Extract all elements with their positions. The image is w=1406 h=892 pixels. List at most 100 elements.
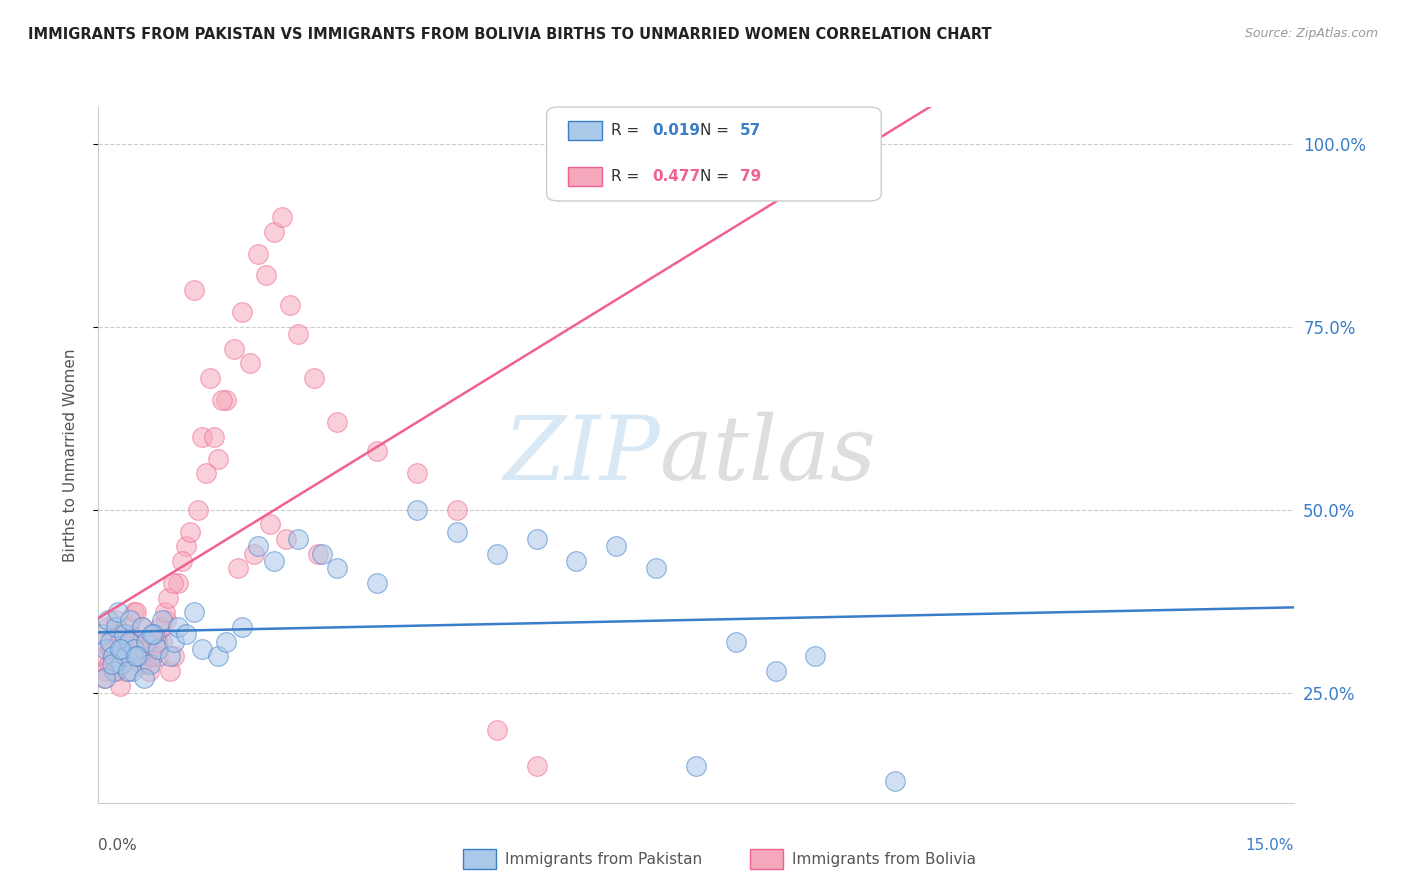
Point <box>120 613 142 627</box>
Point <box>804 649 827 664</box>
Point <box>96 642 118 657</box>
Text: 79: 79 <box>740 169 762 184</box>
Point <box>254 268 277 283</box>
Point <box>163 649 186 664</box>
Point <box>117 620 139 634</box>
Point <box>143 627 166 641</box>
Point <box>103 664 125 678</box>
Text: N =: N = <box>700 123 734 138</box>
Point <box>263 225 285 239</box>
Point <box>97 613 120 627</box>
Point <box>446 524 468 539</box>
Point <box>645 561 668 575</box>
Point <box>141 649 163 664</box>
Point <box>111 657 134 671</box>
Point <box>132 671 155 685</box>
Point <box>526 759 548 773</box>
Point <box>149 620 172 634</box>
Text: R =: R = <box>612 169 644 184</box>
Point <box>121 664 143 678</box>
Point <box>105 664 128 678</box>
Y-axis label: Births to Unmarried Women: Births to Unmarried Women <box>63 348 77 562</box>
FancyBboxPatch shape <box>568 167 602 186</box>
Point <box>195 467 218 481</box>
Point <box>565 554 588 568</box>
Text: R =: R = <box>612 123 644 138</box>
Point <box>121 634 143 648</box>
Point <box>605 540 627 554</box>
Point <box>406 467 429 481</box>
Text: atlas: atlas <box>661 411 876 499</box>
Point <box>108 642 131 657</box>
Point <box>326 561 349 575</box>
FancyBboxPatch shape <box>463 849 496 869</box>
Point <box>125 649 148 664</box>
Point <box>148 649 170 664</box>
Point <box>127 642 149 657</box>
Text: 0.0%: 0.0% <box>98 838 138 853</box>
Point <box>98 642 122 657</box>
Point <box>115 649 138 664</box>
Point <box>104 620 127 634</box>
Point <box>215 634 238 648</box>
Point <box>118 634 141 648</box>
Point <box>124 642 146 657</box>
Point <box>108 679 131 693</box>
Point <box>101 642 124 657</box>
Point <box>111 642 134 657</box>
Point <box>150 613 173 627</box>
Point <box>259 517 281 532</box>
Point <box>485 723 508 737</box>
Point <box>326 415 349 429</box>
Point <box>685 759 707 773</box>
Point <box>141 627 163 641</box>
Point <box>179 524 201 539</box>
Point <box>198 371 221 385</box>
Point <box>103 627 125 641</box>
Point <box>112 627 135 641</box>
Point <box>96 664 118 678</box>
Point <box>112 642 135 657</box>
Point <box>139 642 162 657</box>
Point <box>114 649 136 664</box>
Point <box>120 627 142 641</box>
Point <box>174 627 197 641</box>
Point <box>139 657 162 671</box>
Point <box>110 657 132 671</box>
Point <box>226 561 249 575</box>
Point <box>118 649 141 664</box>
Point <box>153 606 176 620</box>
Text: 0.019: 0.019 <box>652 123 700 138</box>
Point <box>150 634 173 648</box>
Point <box>446 503 468 517</box>
Point <box>131 620 153 634</box>
Point <box>366 444 388 458</box>
Text: ZIP: ZIP <box>503 411 661 499</box>
Point <box>159 664 181 678</box>
Point <box>884 773 907 788</box>
Point <box>129 657 152 671</box>
Point <box>101 657 124 671</box>
Point <box>101 657 124 671</box>
Point <box>191 429 214 443</box>
Point <box>148 642 170 657</box>
Point <box>243 547 266 561</box>
Point <box>765 664 787 678</box>
Text: Source: ZipAtlas.com: Source: ZipAtlas.com <box>1244 27 1378 40</box>
FancyBboxPatch shape <box>749 849 783 869</box>
Point <box>135 634 157 648</box>
Text: Immigrants from Bolivia: Immigrants from Bolivia <box>792 852 976 867</box>
Point <box>115 664 138 678</box>
Point <box>302 371 325 385</box>
Text: 15.0%: 15.0% <box>1246 838 1294 853</box>
Point <box>274 532 297 546</box>
Point <box>155 613 177 627</box>
Point <box>167 576 190 591</box>
Point <box>97 657 120 671</box>
Point <box>172 554 194 568</box>
Point <box>222 342 245 356</box>
Point <box>110 634 132 648</box>
Point <box>311 547 333 561</box>
Point <box>91 634 114 648</box>
Text: 57: 57 <box>740 123 762 138</box>
